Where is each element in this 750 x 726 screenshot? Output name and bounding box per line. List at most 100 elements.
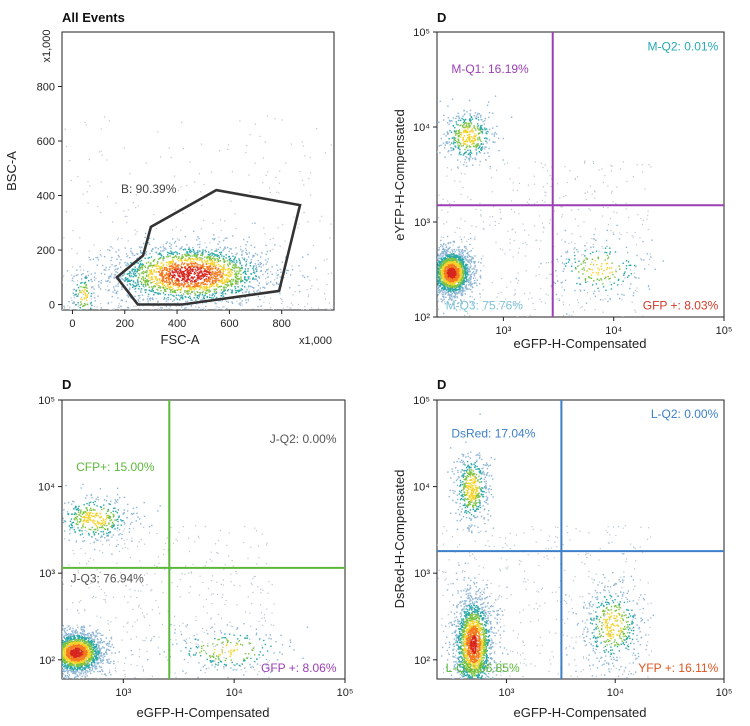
event-dot [307, 303, 309, 305]
event-dot [222, 295, 225, 297]
event-dot [246, 280, 248, 282]
event-dot [188, 287, 190, 289]
event-dot [444, 252, 446, 255]
event-dot [327, 273, 329, 275]
event-dot [438, 279, 441, 281]
event-dot [440, 258, 442, 260]
event-dot [218, 236, 220, 238]
event-dot [206, 256, 208, 259]
event-dot [433, 264, 434, 265]
event-dot [139, 274, 141, 276]
event-dot [118, 249, 120, 251]
event-dot [198, 273, 200, 275]
event-dot [150, 273, 153, 275]
event-dot [452, 273, 454, 275]
event-dot [68, 301, 70, 303]
event-dot [459, 272, 461, 274]
event-dot [163, 297, 166, 299]
event-dot [85, 286, 87, 288]
event-dot [172, 284, 174, 286]
event-dot [203, 183, 205, 186]
event-dot [456, 278, 458, 281]
event-dot [145, 162, 147, 164]
event-dot [233, 258, 235, 261]
event-dot [149, 253, 151, 255]
event-dot [230, 259, 232, 262]
event-dot [254, 271, 256, 273]
event-dot [245, 251, 247, 254]
event-dot [188, 285, 190, 287]
event-dot [196, 291, 198, 293]
event-dot [447, 270, 449, 272]
event-dot [469, 119, 471, 121]
event-dot [206, 267, 208, 269]
event-dot [437, 265, 438, 267]
event-dot [77, 302, 79, 304]
event-dot [433, 286, 434, 287]
event-dot [64, 128, 66, 130]
event-dot [481, 131, 483, 133]
event-dot [446, 285, 449, 287]
event-dot [91, 331, 92, 332]
event-dot [182, 298, 184, 300]
event-dot [204, 249, 206, 252]
event-dot [202, 264, 204, 266]
event-dot [276, 277, 278, 279]
event-dot [459, 256, 462, 259]
event-dot [130, 297, 132, 299]
event-dot [466, 111, 468, 113]
event-dot [442, 271, 444, 273]
event-dot [159, 274, 161, 276]
event-dot [469, 135, 471, 138]
event-dot [200, 292, 202, 294]
event-dot [235, 264, 237, 266]
event-dot [244, 282, 246, 284]
event-dot [156, 284, 158, 286]
event-dot [448, 256, 451, 258]
event-dot [235, 253, 237, 256]
event-dot [132, 283, 134, 286]
event-dot [189, 279, 191, 281]
event-dot [198, 271, 200, 274]
event-dot [115, 251, 117, 253]
event-dot [202, 263, 204, 265]
event-dot [452, 271, 455, 274]
event-dot [448, 138, 450, 140]
event-dot [100, 211, 102, 214]
event-dot [195, 256, 197, 259]
event-dot [201, 275, 204, 277]
event-dot [218, 281, 221, 283]
event-dot [488, 155, 490, 157]
event-dot [459, 262, 461, 264]
event-dot [467, 260, 470, 263]
event-dot [469, 295, 471, 298]
event-dot [241, 266, 243, 269]
event-dot [441, 264, 443, 266]
event-dot [208, 291, 210, 293]
event-dot [186, 300, 189, 302]
event-dot [433, 286, 434, 287]
event-dot [246, 253, 248, 255]
event-dot [486, 130, 488, 133]
event-dot [124, 215, 126, 217]
event-dot [153, 265, 155, 267]
event-dot [234, 279, 237, 281]
event-dot [213, 288, 216, 290]
event-dot [465, 288, 467, 290]
event-dot [232, 255, 234, 257]
event-dot [215, 284, 218, 286]
event-dot [469, 120, 472, 123]
event-dot [231, 278, 233, 281]
event-dot [158, 278, 161, 281]
event-dot [455, 117, 457, 120]
event-dot [471, 139, 473, 141]
event-dot [255, 267, 258, 269]
event-dot [455, 257, 457, 259]
event-dot [202, 249, 204, 251]
event-dot [449, 251, 451, 253]
event-dot [217, 277, 219, 280]
event-dot [84, 303, 86, 305]
event-dot [84, 289, 86, 291]
event-dot [197, 294, 200, 297]
event-dot [228, 271, 230, 273]
